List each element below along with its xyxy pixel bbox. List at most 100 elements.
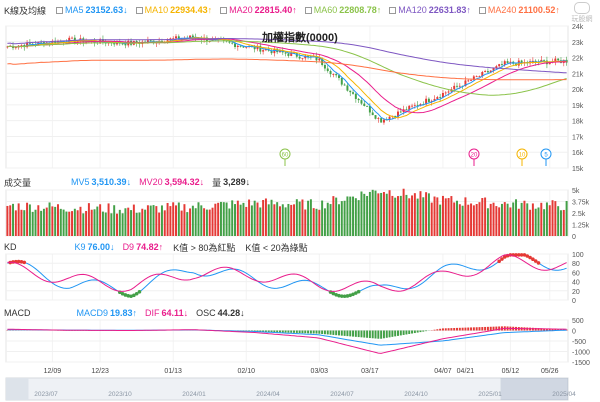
kd-axis-tick-label: 0	[572, 298, 576, 305]
kd-legend-d9: D9 74.82↑	[123, 242, 164, 252]
candle-body	[191, 35, 194, 38]
macd-osc-bar	[340, 330, 343, 336]
volume-bar	[329, 204, 332, 236]
volume-bar	[276, 202, 279, 236]
volume-bar	[368, 191, 371, 236]
price-axis-tick-label: 15k	[572, 166, 584, 173]
volume-bar	[517, 208, 520, 236]
volume-bar	[495, 206, 498, 236]
volume-bar	[450, 196, 453, 236]
macd-legend-value: 64.11↓	[161, 308, 189, 318]
volume-bar	[250, 205, 253, 236]
kd-green-dot	[331, 291, 336, 296]
volume-bar	[307, 200, 310, 236]
period-marker-circle	[516, 148, 528, 160]
ma-legend-ma5[interactable]: MA5 23152.63↓	[56, 5, 128, 15]
volume-bar	[186, 212, 189, 236]
candle-body	[71, 37, 74, 39]
vol-legend-value: 3,594.32↓	[164, 177, 205, 187]
ma-legend-ma120[interactable]: MA120 22631.83↑	[389, 5, 471, 15]
ma-legend-checkbox[interactable]	[56, 6, 64, 14]
volume-bar	[222, 202, 225, 236]
date-tick-label: 01/13	[164, 368, 182, 375]
volume-bar	[73, 208, 76, 236]
volume-bar	[248, 199, 251, 236]
volume-bar	[45, 207, 48, 236]
ma-legend-checkbox[interactable]	[389, 6, 397, 14]
candle-body	[149, 40, 152, 42]
macd-osc-bar	[439, 328, 442, 331]
logo: 玩股網	[570, 2, 594, 23]
candle-body	[259, 45, 262, 52]
navigator-tick-label: 2024/07	[330, 391, 354, 398]
candle-body	[228, 41, 231, 43]
candle-body	[264, 49, 267, 51]
ma-legend-checkbox[interactable]	[478, 6, 486, 14]
date-tick-label: 04/21	[457, 368, 475, 375]
period-marker-label: 20	[471, 153, 478, 159]
macd-osc-bar	[357, 330, 360, 338]
volume-bar	[245, 206, 248, 236]
period-marker-label: 5	[544, 153, 548, 159]
volume-bar	[340, 201, 343, 236]
candle-body	[270, 50, 273, 54]
volume-bar	[388, 190, 391, 236]
ma-legend-ma10[interactable]: MA10 22934.43↑	[135, 5, 212, 15]
volume-bar	[520, 202, 523, 236]
candle-body	[366, 106, 369, 107]
volume-bar	[225, 202, 228, 236]
volume-bar	[267, 204, 270, 236]
candle-body	[520, 60, 523, 63]
ma-line-ma240	[7, 58, 567, 81]
price-axis-tick-label: 16k	[572, 150, 584, 157]
price-panel-label: K線及均線	[4, 5, 47, 16]
macd-osc-bar	[436, 329, 439, 331]
macd-osc-bar	[388, 330, 391, 338]
kd-red-dot	[497, 259, 501, 264]
volume-bar	[427, 193, 430, 236]
volume-bar	[79, 206, 82, 236]
candle-body	[318, 58, 321, 61]
ma-legend-ma240[interactable]: MA240 21100.52↑	[478, 5, 560, 15]
macd-osc-bar	[498, 326, 501, 331]
macd-osc-bar	[484, 326, 487, 331]
navigator-tick-label: 2023/07	[34, 391, 58, 398]
volume-bar	[132, 204, 135, 236]
volume-bar	[509, 207, 512, 236]
candle-body	[236, 45, 239, 47]
volume-bar	[425, 192, 428, 236]
kd-red-dot	[536, 261, 541, 265]
kd-legend-value: 76.00↓	[87, 242, 115, 252]
ma-legend-checkbox[interactable]	[135, 6, 143, 14]
volume-bar	[253, 200, 256, 236]
logo-icon	[574, 2, 590, 14]
volume-bar	[397, 196, 399, 236]
kd-green-dot	[348, 293, 353, 298]
candle-body	[444, 92, 447, 94]
candle-body	[177, 36, 180, 40]
ma-legend-checkbox[interactable]	[304, 6, 312, 14]
navigator-selection[interactable]	[500, 378, 568, 400]
volume-legend: 成交量 MV5 3,510.39↓ MV20 3,594.32↓ 量 3,289↓	[4, 175, 250, 189]
macd-osc-bar	[486, 326, 489, 331]
kd-green-dot	[126, 293, 131, 298]
ma-legend-ma60[interactable]: MA60 22808.78↑	[304, 5, 381, 15]
volume-bar	[169, 206, 172, 236]
ma-legend-checkbox[interactable]	[220, 6, 228, 14]
kd-green-dot	[337, 293, 341, 298]
macd-osc-bar	[402, 330, 405, 335]
volume-bar	[475, 204, 478, 236]
macd-osc-bar	[422, 330, 425, 332]
candle-body	[363, 103, 366, 107]
volume-bar	[183, 204, 186, 236]
volume-bar	[116, 213, 118, 236]
candle-body	[307, 55, 310, 57]
candle-body	[354, 93, 357, 99]
ma-legend-ma20[interactable]: MA20 22815.40↑	[220, 5, 297, 15]
volume-bar	[349, 196, 352, 236]
candle-body	[531, 60, 534, 62]
kd-axis-tick-label: 20	[572, 289, 580, 296]
volume-bar	[130, 210, 133, 236]
macd-osc-bar	[368, 330, 371, 339]
